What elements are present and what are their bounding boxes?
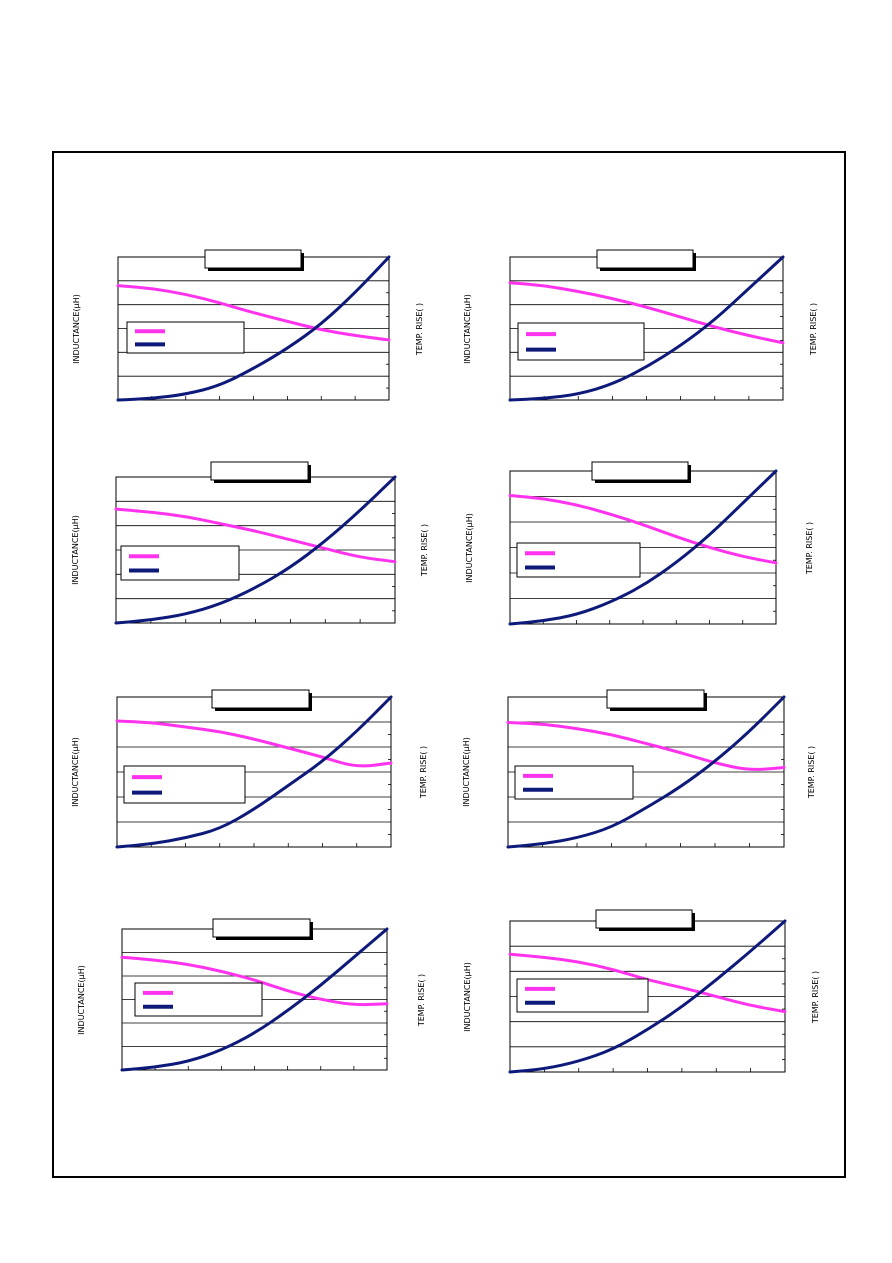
inductance-line xyxy=(120,955,389,1007)
legend-box xyxy=(514,765,634,800)
legend-box xyxy=(516,978,649,1013)
legend-box xyxy=(120,545,240,581)
chart-panel-6 xyxy=(506,689,786,849)
chart-panel-7 xyxy=(120,918,389,1072)
title-box xyxy=(591,461,689,481)
inductance-line xyxy=(508,952,787,1014)
legend-box xyxy=(516,542,641,578)
legend-box xyxy=(123,765,246,804)
y2-axis-label: TEMP. RISE( ) xyxy=(415,302,424,355)
chart-panel-5 xyxy=(115,689,393,849)
legend-box xyxy=(517,322,645,361)
y2-axis-label: TEMP. RISE( ) xyxy=(417,973,426,1026)
y2-axis-label: TEMP. RISE( ) xyxy=(809,302,818,355)
title-box xyxy=(211,689,310,709)
figure-frame xyxy=(52,151,846,1178)
y-axis-label: INDUCTANCE(μH) xyxy=(71,737,80,807)
title-box xyxy=(204,249,302,269)
inductance-line xyxy=(115,719,393,768)
y2-axis-label: TEMP. RISE( ) xyxy=(420,523,429,577)
y2-axis-label: TEMP. RISE( ) xyxy=(805,521,814,574)
y-axis-label: INDUCTANCE(μH) xyxy=(71,515,80,585)
temp-rise-line xyxy=(508,469,778,626)
temp-rise-line xyxy=(115,695,393,849)
title-box xyxy=(212,918,311,938)
chart-panel-4 xyxy=(508,461,778,626)
inductance-line xyxy=(508,493,778,565)
temp-rise-line xyxy=(508,255,785,402)
y-axis-label: INDUCTANCE(μH) xyxy=(463,961,472,1032)
temp-rise-line xyxy=(114,475,397,625)
temp-rise-line xyxy=(120,927,389,1072)
legend-box xyxy=(134,982,263,1017)
y-axis-label: INDUCTANCE(μH) xyxy=(465,512,474,583)
chart-panel-3 xyxy=(114,461,397,625)
inductance-line xyxy=(116,284,391,342)
y2-axis-label: TEMP. RISE( ) xyxy=(811,970,820,1023)
temp-rise-line xyxy=(506,695,786,849)
inductance-line xyxy=(114,507,397,564)
title-box xyxy=(595,909,693,929)
y2-axis-label: TEMP. RISE( ) xyxy=(807,745,816,799)
y-axis-label: INDUCTANCE(μH) xyxy=(72,293,81,364)
chart-panel-2 xyxy=(508,249,785,402)
y-axis-label: INDUCTANCE(μH) xyxy=(77,964,86,1035)
temp-rise-line xyxy=(508,919,787,1074)
y2-axis-label: TEMP. RISE( ) xyxy=(419,745,428,799)
legend-box xyxy=(126,321,245,354)
inductance-line xyxy=(508,281,785,345)
title-box xyxy=(210,461,309,481)
title-box xyxy=(606,689,705,709)
y-axis-label: INDUCTANCE(μH) xyxy=(462,737,471,807)
temp-rise-line xyxy=(116,255,391,402)
y-axis-label: INDUCTANCE(μH) xyxy=(463,293,472,364)
inductance-line xyxy=(506,721,786,771)
chart-panel-1 xyxy=(116,249,391,402)
chart-panel-8 xyxy=(508,909,787,1074)
title-box xyxy=(596,249,694,269)
